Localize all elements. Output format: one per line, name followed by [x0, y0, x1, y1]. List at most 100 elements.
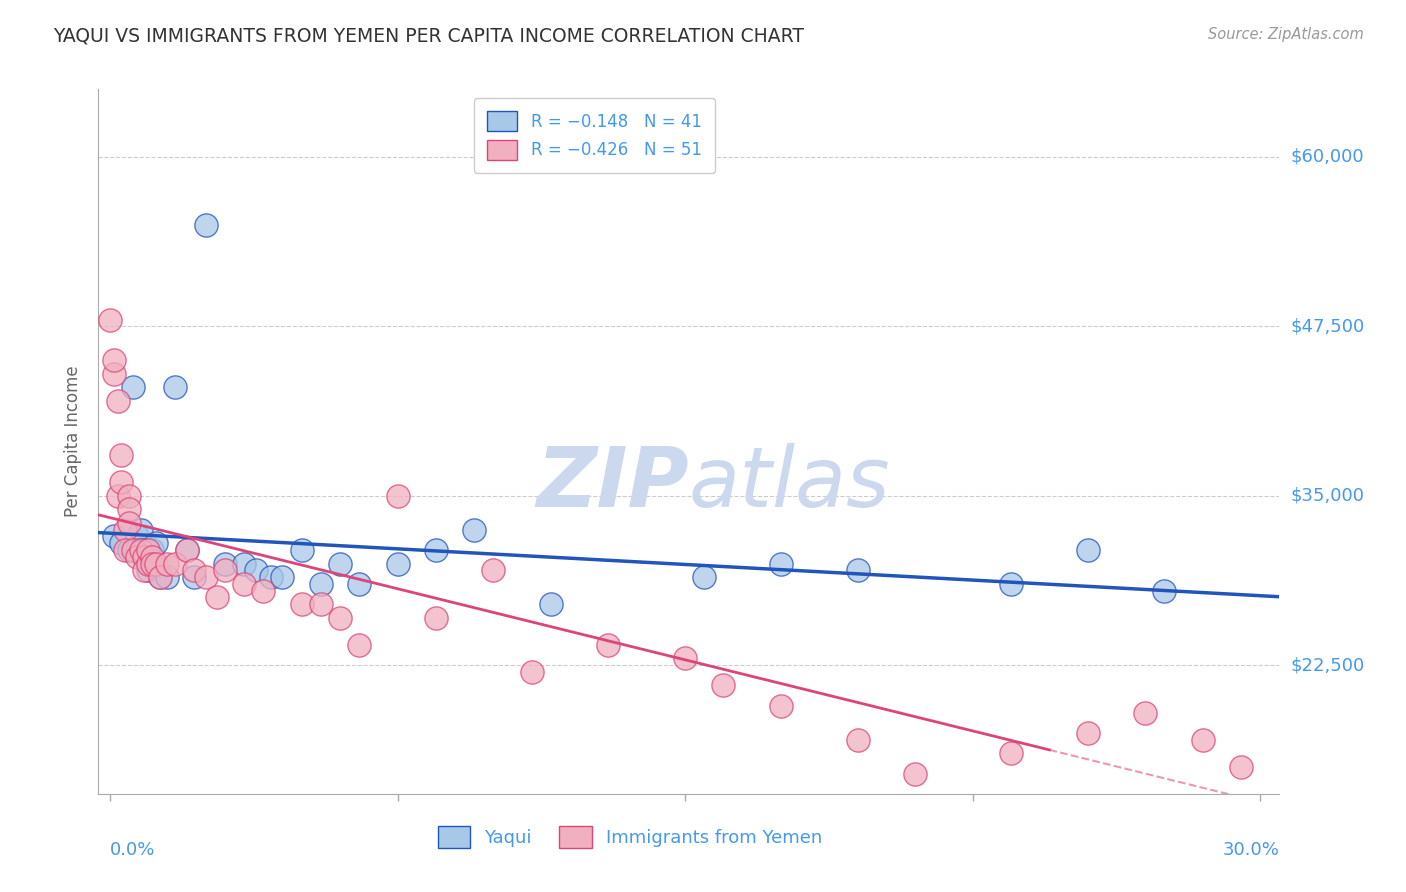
Point [118, 489, 141, 503]
Point [1230, 760, 1253, 774]
Point [520, 665, 543, 679]
Point [136, 563, 159, 577]
Point [98, 312, 121, 326]
Point [1153, 583, 1175, 598]
Text: atlas: atlas [689, 443, 890, 524]
Point [540, 597, 562, 611]
Point [129, 543, 152, 558]
Text: $35,000: $35,000 [1291, 487, 1365, 505]
Point [233, 557, 256, 571]
Point [136, 549, 159, 564]
Point [1000, 746, 1022, 760]
Text: Source: ZipAtlas.com: Source: ZipAtlas.com [1208, 27, 1364, 42]
Point [165, 380, 187, 394]
Point [482, 563, 505, 577]
Text: $60,000: $60,000 [1291, 148, 1364, 166]
Point [118, 543, 141, 558]
Point [125, 549, 148, 564]
Point [194, 570, 217, 584]
Point [134, 563, 156, 577]
Text: ZIP: ZIP [536, 443, 689, 524]
Point [214, 563, 236, 577]
Point [110, 448, 132, 462]
Point [125, 529, 148, 543]
Point [769, 698, 792, 713]
Point [129, 543, 152, 558]
Point [149, 570, 172, 584]
Point [425, 543, 447, 558]
Point [114, 543, 136, 558]
Text: 0.0%: 0.0% [110, 841, 155, 859]
Point [713, 678, 735, 692]
Point [463, 523, 485, 537]
Point [110, 475, 132, 490]
Legend: Yaqui, Immigrants from Yemen: Yaqui, Immigrants from Yemen [430, 819, 830, 855]
Point [134, 543, 156, 558]
Point [141, 557, 163, 571]
Point [118, 502, 141, 516]
Point [156, 557, 179, 571]
Y-axis label: Per Capita Income: Per Capita Income [65, 366, 83, 517]
Point [183, 563, 205, 577]
Point [1000, 577, 1022, 591]
Point [846, 563, 869, 577]
Point [176, 543, 198, 558]
Point [291, 597, 314, 611]
Point [291, 543, 314, 558]
Point [1077, 726, 1099, 740]
Point [329, 557, 352, 571]
Point [136, 557, 159, 571]
Point [347, 638, 370, 652]
Text: $22,500: $22,500 [1291, 657, 1365, 674]
Point [141, 549, 163, 564]
Point [207, 591, 229, 605]
Point [141, 557, 163, 571]
Point [673, 651, 696, 665]
Point [387, 489, 409, 503]
Point [1135, 706, 1157, 720]
Point [125, 543, 148, 558]
Point [245, 563, 267, 577]
Point [145, 557, 167, 571]
Point [598, 638, 620, 652]
Point [107, 393, 129, 408]
Point [110, 536, 132, 550]
Point [134, 549, 156, 564]
Point [165, 557, 187, 571]
Point [271, 570, 294, 584]
Point [214, 557, 236, 571]
Point [103, 529, 125, 543]
Text: $47,500: $47,500 [1291, 318, 1365, 335]
Point [103, 353, 125, 368]
Point [136, 557, 159, 571]
Point [103, 367, 125, 381]
Point [252, 583, 274, 598]
Text: 30.0%: 30.0% [1223, 841, 1279, 859]
Point [136, 543, 159, 558]
Point [769, 557, 792, 571]
Point [107, 489, 129, 503]
Point [329, 610, 352, 624]
Point [904, 766, 927, 780]
Point [149, 570, 172, 584]
Point [347, 577, 370, 591]
Point [194, 218, 217, 232]
Point [1191, 732, 1213, 747]
Point [114, 523, 136, 537]
Point [233, 577, 256, 591]
Point [156, 570, 179, 584]
Point [309, 577, 332, 591]
Point [309, 597, 332, 611]
Point [141, 543, 163, 558]
Text: YAQUI VS IMMIGRANTS FROM YEMEN PER CAPITA INCOME CORRELATION CHART: YAQUI VS IMMIGRANTS FROM YEMEN PER CAPIT… [53, 27, 804, 45]
Point [129, 523, 152, 537]
Point [122, 543, 145, 558]
Point [122, 380, 145, 394]
Point [183, 570, 205, 584]
Point [145, 536, 167, 550]
Point [387, 557, 409, 571]
Point [1077, 543, 1099, 558]
Point [693, 570, 716, 584]
Point [134, 549, 156, 564]
Point [260, 570, 283, 584]
